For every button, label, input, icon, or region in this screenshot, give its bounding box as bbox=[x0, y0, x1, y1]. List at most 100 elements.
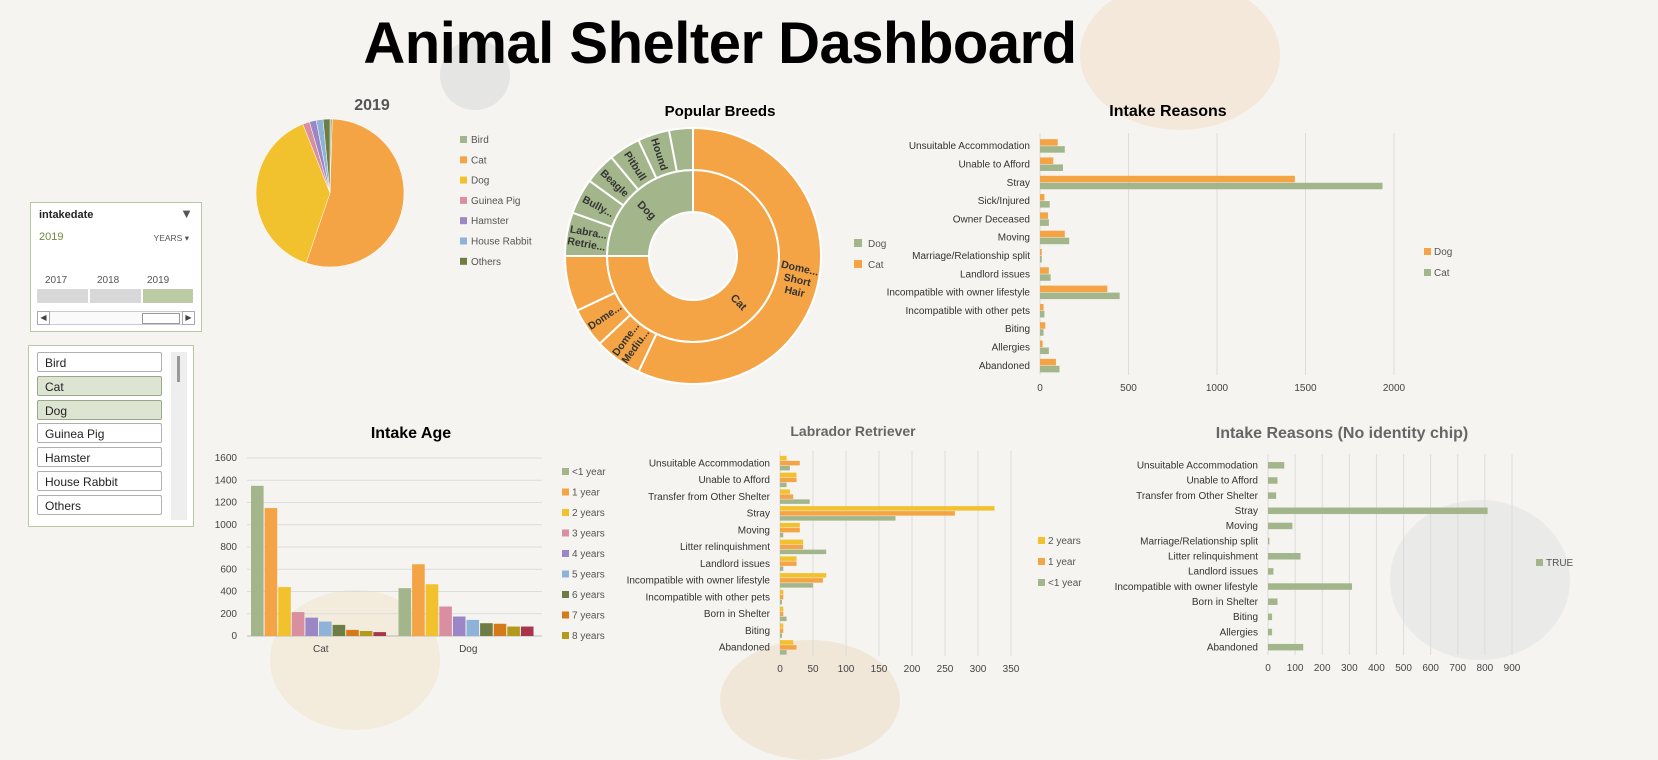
bar-2-years bbox=[780, 640, 794, 645]
intake-reasons-chart-title: Intake Reasons bbox=[1109, 103, 1226, 120]
bar-cat bbox=[1040, 164, 1064, 171]
bar--1-year bbox=[780, 465, 790, 471]
x-tick-label: 500 bbox=[1395, 663, 1412, 674]
legend-swatch bbox=[460, 156, 467, 164]
slicer-item-house-rabbit[interactable]: House Rabbit bbox=[37, 471, 162, 491]
breeds-title: Popular Breeds bbox=[665, 103, 776, 120]
bar-1-year bbox=[780, 594, 784, 600]
bar-dog bbox=[1040, 303, 1044, 311]
bar--1-year bbox=[251, 485, 264, 636]
y-category-label: Landlord issues bbox=[700, 559, 770, 570]
y-category-label: Litter relinquishment bbox=[1168, 552, 1258, 563]
legend-swatch bbox=[562, 488, 569, 496]
legend-swatch bbox=[562, 529, 569, 537]
intake-reasons-chart: Intake Reasons 0 500 1000 1500 2000 Unsuitable… bbox=[887, 103, 1453, 394]
slicer-item-bird[interactable]: Bird bbox=[37, 352, 162, 372]
slicer-scroll-thumb[interactable] bbox=[177, 356, 180, 382]
y-category-label: Moving bbox=[1226, 521, 1258, 532]
bar-2-years bbox=[425, 584, 439, 636]
bar-1-year bbox=[264, 508, 278, 636]
y-category-label: Born in Shelter bbox=[704, 609, 771, 620]
y-category-label: Transfer from Other Shelter bbox=[648, 492, 771, 503]
bar-dog bbox=[1040, 358, 1056, 366]
timeline-period-2018[interactable] bbox=[90, 289, 141, 303]
scroll-right-icon[interactable]: ▶ bbox=[182, 311, 195, 325]
timeline-scroll-thumb[interactable] bbox=[142, 313, 180, 324]
bar-true bbox=[1268, 477, 1278, 484]
bar-1-year bbox=[780, 460, 800, 466]
legend-label: Others bbox=[471, 257, 501, 268]
x-tick-label: 300 bbox=[1341, 663, 1358, 674]
bar-2-years bbox=[780, 489, 790, 494]
timeline-period-2017[interactable] bbox=[37, 289, 88, 303]
timeline-scrollbar[interactable]: ◀ ▶ bbox=[37, 311, 195, 325]
outer-ring-label: Hair bbox=[783, 284, 806, 300]
y-tick-label: 800 bbox=[220, 542, 237, 553]
bar-1-year bbox=[780, 645, 797, 650]
bar-cat bbox=[1040, 219, 1049, 226]
legend-label: 2 years bbox=[1048, 536, 1081, 547]
legend-swatch bbox=[562, 550, 569, 557]
y-category-label: Allergies bbox=[1220, 627, 1258, 638]
no-chip-intake-chart-title: Intake Reasons (No identity chip) bbox=[1216, 425, 1468, 442]
labrador-retriever-chart: Labrador Retriever 0 50 100 150 200 250 300 350 U… bbox=[627, 423, 1083, 675]
legend-label: 2 years bbox=[572, 508, 605, 519]
bar-true bbox=[1268, 492, 1277, 499]
bar-7-years bbox=[493, 623, 507, 636]
bar-dog bbox=[1040, 285, 1108, 293]
bar-cat bbox=[1040, 146, 1065, 153]
bar--1-year bbox=[780, 599, 782, 605]
y-category-label: Moving bbox=[738, 525, 770, 536]
scroll-left-icon[interactable]: ◀ bbox=[37, 311, 50, 325]
legend-swatch bbox=[1536, 559, 1543, 566]
x-tick-label: 900 bbox=[1504, 663, 1521, 674]
bar-dog bbox=[1040, 157, 1054, 164]
x-tick-label: 600 bbox=[1422, 663, 1439, 674]
pie-slice-cat bbox=[305, 118, 405, 268]
timeline-unit-dropdown[interactable]: YEARS ▾ bbox=[153, 233, 189, 243]
clear-filter-icon[interactable]: ▼ bbox=[180, 206, 193, 221]
legend-swatch bbox=[562, 509, 569, 516]
outer-ring-segment bbox=[637, 126, 822, 385]
y-tick-label: 1000 bbox=[215, 520, 238, 531]
slicer-item-cat[interactable]: Cat bbox=[37, 376, 162, 396]
background-cat-shape bbox=[1080, 0, 1280, 130]
bar-2-years bbox=[780, 556, 797, 561]
y-category-label: Abandoned bbox=[1207, 642, 1258, 653]
timeline-field-label: intakedate bbox=[39, 209, 94, 221]
bar--1-year bbox=[780, 499, 810, 504]
legend-swatch bbox=[854, 239, 862, 247]
slicer-item-guinea-pig[interactable]: Guinea Pig bbox=[37, 423, 162, 443]
bar-true bbox=[1268, 628, 1273, 636]
slicer-scrollbar[interactable] bbox=[171, 352, 187, 520]
slicer-item-dog[interactable]: Dog bbox=[37, 400, 162, 420]
y-category-label: Unable to Afford bbox=[958, 159, 1030, 170]
bar--1-year bbox=[780, 516, 896, 521]
y-category-label: Unsuitable Accommodation bbox=[649, 458, 770, 469]
timeline-periods bbox=[37, 289, 193, 303]
intake-date-timeline[interactable]: intakedate ▼ 2019 YEARS ▾ 2017 2018 2019… bbox=[30, 202, 202, 332]
bar-2-years bbox=[780, 539, 804, 545]
bar-4-years bbox=[452, 616, 466, 636]
bar-cat bbox=[1040, 201, 1050, 208]
timeline-selected-value: 2019 bbox=[39, 231, 64, 243]
bar-1-year bbox=[780, 561, 797, 566]
y-category-label: Sick/Injured bbox=[978, 196, 1030, 207]
bar-dog bbox=[1040, 139, 1058, 146]
timeline-period-2019[interactable] bbox=[143, 289, 193, 303]
pie-title: 2019 bbox=[354, 97, 390, 114]
bar-6-years bbox=[332, 624, 346, 636]
y-category-label: Incompatible with owner lifestyle bbox=[887, 288, 1031, 299]
slicer-item-hamster[interactable]: Hamster bbox=[37, 447, 162, 467]
y-category-label: Biting bbox=[745, 626, 770, 637]
slicer-item-others[interactable]: Others bbox=[37, 495, 162, 515]
bar-cat bbox=[1040, 347, 1049, 355]
intake-age-chart: Intake Age 0 200 400 600 800 1000 1200 1400 1600 C… bbox=[215, 425, 607, 655]
bar-2-years bbox=[780, 573, 827, 578]
bar--1-year bbox=[780, 566, 784, 571]
bar-1-year bbox=[780, 611, 784, 617]
bar-4-years bbox=[305, 617, 318, 636]
y-category-label: Allergies bbox=[992, 343, 1030, 354]
bar-dog bbox=[1040, 212, 1048, 219]
legend-swatch bbox=[460, 257, 467, 265]
